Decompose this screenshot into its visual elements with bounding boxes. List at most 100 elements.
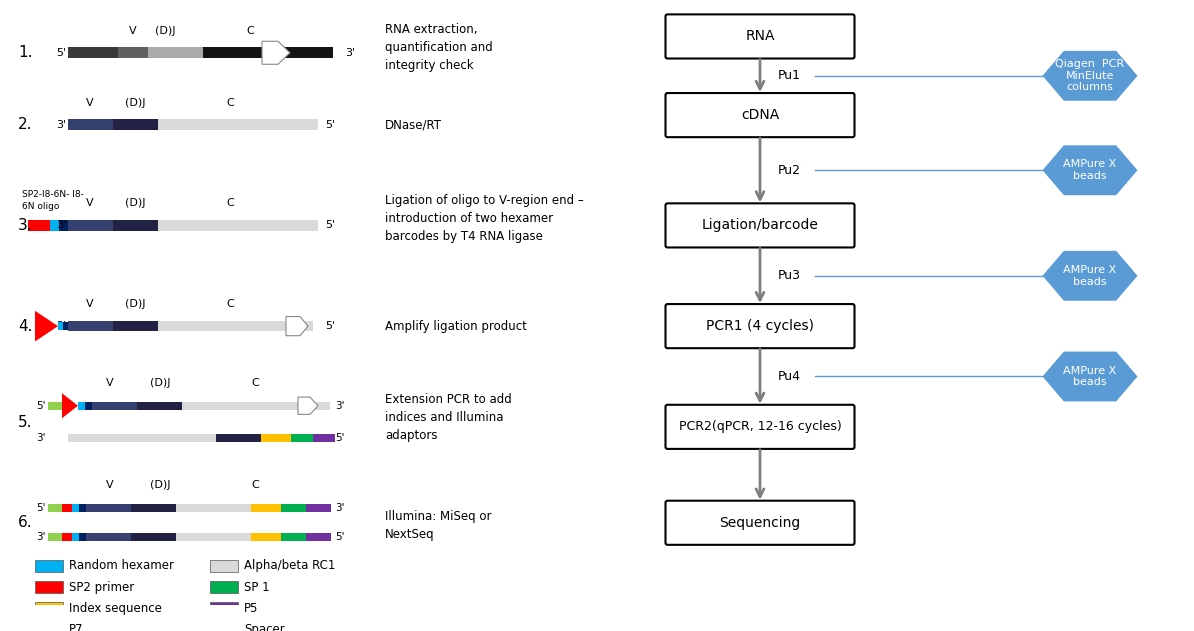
FancyBboxPatch shape [665,304,855,348]
Text: Alpha/beta RC1: Alpha/beta RC1 [244,560,336,572]
Text: 3': 3' [56,220,66,230]
Bar [79,533,86,541]
Text: V: V [106,480,113,490]
Bar [176,533,251,541]
Text: SP2 primer: SP2 primer [69,581,134,594]
Text: Amplify ligation product: Amplify ligation product [384,320,527,333]
Text: 5': 5' [37,504,47,514]
Bar [210,560,238,572]
Text: (D)J: (D)J [124,299,146,309]
Bar [210,581,238,593]
Bar [92,402,137,410]
Text: P5: P5 [244,601,258,615]
Polygon shape [261,41,290,64]
Polygon shape [1042,351,1138,401]
Bar [210,602,238,615]
Text: C: C [246,26,254,36]
Bar [158,119,318,130]
Bar [68,434,216,442]
Text: Index sequence: Index sequence [69,601,162,615]
Bar [27,220,50,231]
Bar [291,434,313,442]
Polygon shape [287,317,308,336]
Bar [48,533,62,541]
Text: Random hexamer: Random hexamer [69,560,174,572]
Bar [158,220,318,231]
FancyBboxPatch shape [665,93,855,137]
Text: 3': 3' [336,401,345,411]
Polygon shape [1042,51,1138,101]
FancyBboxPatch shape [665,500,855,545]
Bar [35,623,63,631]
Text: RNA extraction,
quantification and
integrity check: RNA extraction, quantification and integ… [384,23,493,73]
Text: Sequencing: Sequencing [719,516,801,530]
Bar [210,623,238,631]
Text: AMPure X
beads: AMPure X beads [1064,366,1116,387]
Bar [86,533,131,541]
Bar [79,504,86,512]
Text: 3': 3' [37,433,47,444]
Bar [131,504,176,512]
Bar [181,402,330,410]
Text: Pu1: Pu1 [778,69,801,82]
Text: 5': 5' [325,120,336,130]
Bar [86,504,131,512]
Bar [62,533,72,541]
Text: SP 1: SP 1 [244,581,270,594]
Bar [68,321,113,331]
Text: C: C [251,480,259,490]
Text: (D)J: (D)J [149,378,171,387]
Text: 5.: 5. [18,415,32,430]
Text: 6.: 6. [18,516,32,530]
FancyBboxPatch shape [665,203,855,247]
Text: 1.: 1. [18,45,32,60]
Text: 5': 5' [37,401,47,411]
Bar [68,47,118,58]
Text: 3': 3' [56,321,66,331]
Bar [35,581,63,593]
Text: RNA: RNA [745,30,775,44]
Text: (D)J: (D)J [149,480,171,490]
Text: C: C [226,98,234,108]
Bar [48,504,62,512]
Polygon shape [35,311,59,341]
Bar [137,402,181,410]
Text: 5': 5' [325,321,336,331]
Bar [118,47,148,58]
Bar [78,402,85,410]
Bar [63,322,68,330]
Text: V: V [129,26,137,36]
Bar [85,402,92,410]
Text: (D)J: (D)J [155,26,176,36]
Text: 5': 5' [325,220,336,230]
Text: AMPure X
beads: AMPure X beads [1064,160,1116,181]
Bar [261,434,291,442]
Text: 5': 5' [336,532,345,542]
Bar [176,504,251,512]
Bar [68,220,113,231]
Bar [48,402,62,410]
Text: 3': 3' [56,120,66,130]
Polygon shape [1042,145,1138,195]
Text: Spacer: Spacer [244,623,284,631]
Bar [113,220,158,231]
Bar [68,119,113,130]
Text: Qiagen  PCR
MinElute
columns: Qiagen PCR MinElute columns [1055,59,1125,92]
FancyBboxPatch shape [665,15,855,59]
Bar [131,533,176,541]
Text: V: V [86,299,94,309]
Text: Pu3: Pu3 [778,269,801,282]
Text: 3': 3' [336,504,345,514]
Bar [59,220,68,231]
Text: C: C [251,378,259,387]
Text: 5': 5' [336,433,345,444]
Text: 2.: 2. [18,117,32,133]
Bar [113,321,158,331]
Polygon shape [298,397,318,415]
Text: 5': 5' [56,48,66,58]
Bar [158,321,313,331]
Text: (D)J: (D)J [124,198,146,208]
Text: V: V [86,98,94,108]
Text: Illumina: MiSeq or
NextSeq: Illumina: MiSeq or NextSeq [384,510,492,541]
Bar [50,220,59,231]
